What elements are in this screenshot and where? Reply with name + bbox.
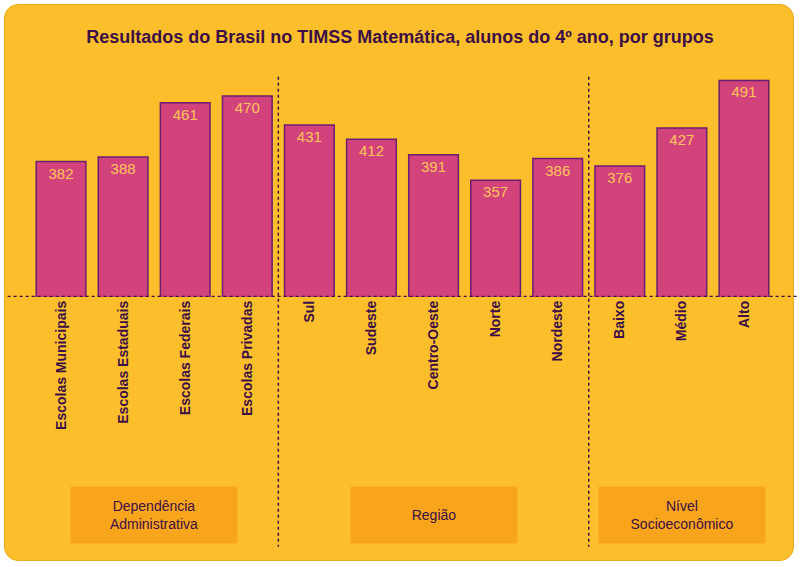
svg-text:388: 388 [111, 160, 136, 177]
svg-text:470: 470 [235, 99, 260, 116]
svg-text:Região: Região [412, 507, 457, 523]
svg-text:376: 376 [607, 169, 632, 186]
svg-text:Médio: Médio [673, 301, 689, 341]
svg-text:Centro-Oeste: Centro-Oeste [425, 301, 441, 390]
svg-text:Escolas Estaduais: Escolas Estaduais [115, 301, 131, 424]
svg-text:491: 491 [731, 83, 756, 100]
svg-text:357: 357 [483, 183, 508, 200]
svg-text:427: 427 [669, 131, 694, 148]
svg-text:Sul: Sul [301, 301, 317, 323]
svg-text:Baixo: Baixo [611, 301, 627, 339]
svg-text:Escolas Federais: Escolas Federais [177, 301, 193, 416]
svg-text:NívelSocioeconômico: NívelSocioeconômico [631, 498, 734, 532]
svg-text:Alto: Alto [736, 301, 752, 328]
svg-text:Resultados do Brasil no TIMSS: Resultados do Brasil no TIMSS Matemática… [86, 27, 714, 47]
svg-text:Sudeste: Sudeste [363, 301, 379, 356]
svg-text:Escolas Municipais: Escolas Municipais [53, 301, 69, 430]
svg-text:431: 431 [297, 128, 322, 145]
svg-text:Norte: Norte [487, 301, 503, 338]
svg-text:391: 391 [421, 158, 446, 175]
svg-text:382: 382 [49, 165, 74, 182]
svg-text:412: 412 [359, 142, 384, 159]
svg-text:Nordeste: Nordeste [549, 301, 565, 362]
svg-text:461: 461 [173, 106, 198, 123]
svg-text:DependênciaAdministrativa: DependênciaAdministrativa [110, 498, 198, 532]
svg-text:Escolas Privadas: Escolas Privadas [239, 301, 255, 416]
svg-text:386: 386 [545, 162, 570, 179]
